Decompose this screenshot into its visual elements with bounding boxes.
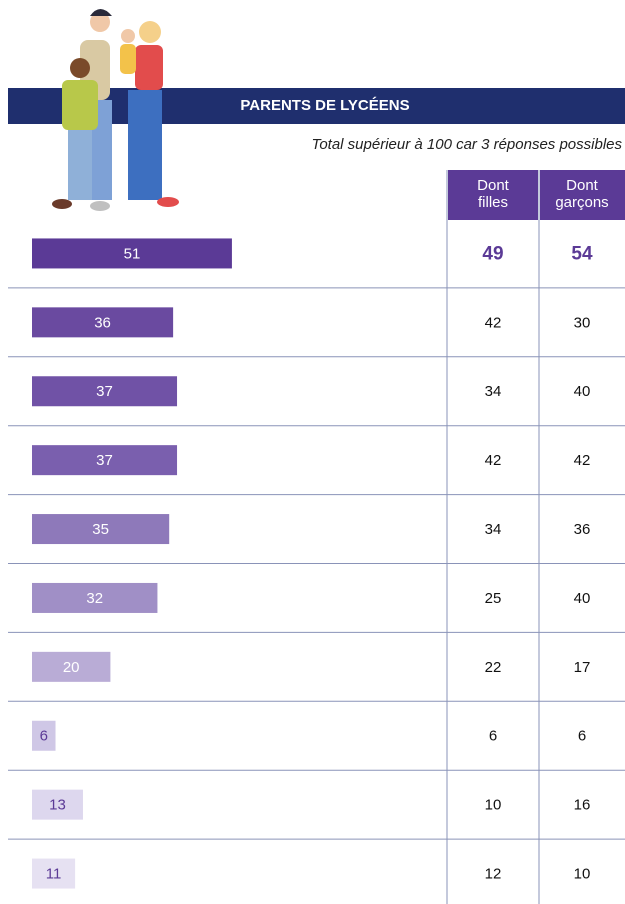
family-illustration [52, 9, 179, 211]
table-cell: 42 [485, 314, 502, 331]
table-cell: 34 [485, 383, 502, 400]
table-cell: 49 [482, 243, 503, 264]
table-cell: 34 [485, 521, 502, 538]
table-cell: 42 [574, 452, 591, 469]
bar-label: 37 [96, 452, 113, 469]
bar-label: 6 [40, 728, 48, 745]
bar [32, 514, 170, 545]
bar [32, 445, 178, 476]
chart-title: PARENTS DE LYCÉENS [240, 97, 409, 114]
bar-label: 13 [49, 797, 66, 814]
table-cell: 17 [574, 659, 591, 676]
table-cell: 54 [571, 243, 593, 264]
column-header-box [540, 170, 625, 220]
bar [32, 376, 178, 407]
bar-label: 37 [96, 383, 113, 400]
bar [32, 789, 83, 820]
table-cell: 42 [485, 452, 502, 469]
table-cell: 40 [574, 383, 591, 400]
table-cell: 10 [485, 797, 502, 814]
column-header: Dont filles [477, 177, 510, 211]
table-cell: 40 [574, 590, 591, 607]
bar-label: 20 [63, 659, 80, 676]
bar-label: 36 [94, 314, 111, 331]
bar [32, 238, 232, 269]
bar-label: 51 [124, 245, 141, 262]
column-header: Dont garçons [555, 177, 608, 211]
table-cell: 6 [489, 728, 497, 745]
chart-subtitle: Total supérieur à 100 car 3 réponses pos… [312, 136, 623, 153]
table-cell: 22 [485, 659, 502, 676]
table-cell: 16 [574, 797, 591, 814]
bar-label: 11 [46, 866, 62, 883]
table-cell: 36 [574, 521, 591, 538]
bar [32, 720, 56, 751]
bar [32, 858, 76, 889]
table-cell: 25 [485, 590, 502, 607]
bar [32, 307, 174, 338]
table-cell: 10 [574, 866, 591, 883]
bar [32, 582, 158, 613]
bar-label: 32 [86, 590, 103, 607]
bar-label: 35 [92, 521, 109, 538]
table-cell: 6 [578, 728, 586, 745]
column-header-box [448, 170, 538, 220]
bar [32, 651, 111, 682]
table-cell: 12 [485, 866, 502, 883]
table-cell: 30 [574, 314, 591, 331]
